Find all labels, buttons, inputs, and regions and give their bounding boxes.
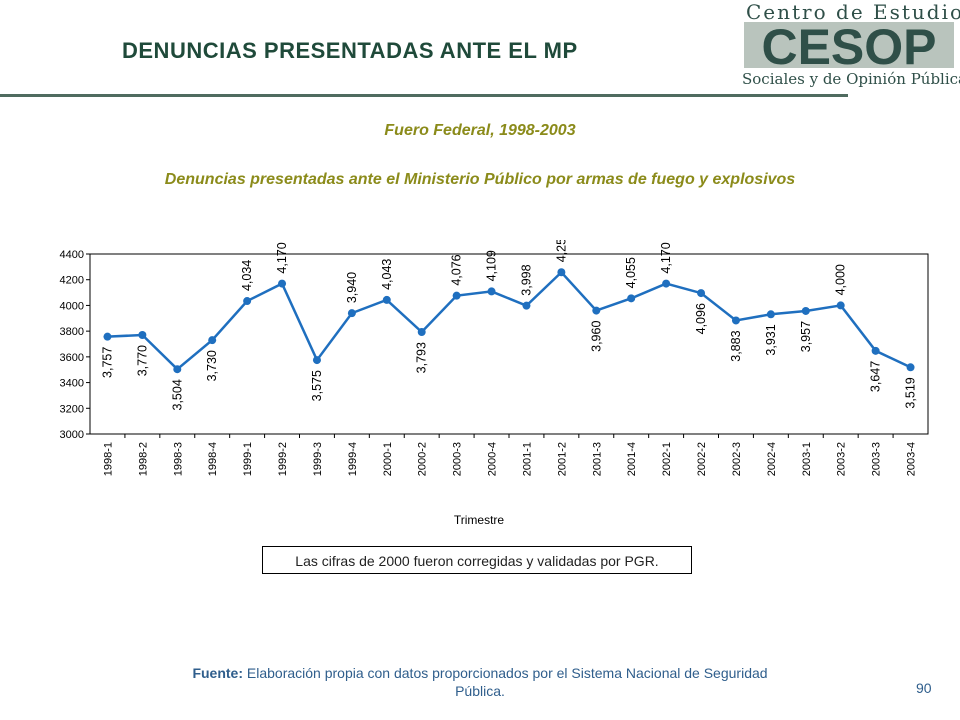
data-point — [731, 316, 740, 325]
data-point — [243, 297, 252, 306]
x-tick-label: 2002-1 — [661, 442, 673, 476]
x-tick-label: 2003-3 — [871, 442, 883, 476]
y-tick-label: 3000 — [60, 429, 84, 441]
x-tick-label: 2000-1 — [382, 442, 394, 476]
logo-text-top: Centro de Estudios — [746, 0, 960, 24]
data-point — [557, 268, 566, 277]
data-point — [836, 301, 845, 310]
data-point — [697, 289, 706, 298]
data-point — [103, 332, 112, 341]
source-label: Fuente: — [192, 665, 243, 681]
data-label: 3,504 — [170, 379, 184, 410]
source-text: Elaboración propia con datos proporciona… — [243, 665, 768, 699]
data-point — [871, 346, 880, 355]
page-title: DENUNCIAS PRESENTADAS ANTE EL MP — [122, 38, 578, 63]
y-tick-label: 3400 — [60, 378, 84, 390]
x-tick-label: 1999-1 — [242, 442, 254, 476]
data-point — [627, 294, 636, 303]
page-number: 90 — [916, 680, 932, 696]
x-tick-label: 2003-2 — [836, 442, 848, 476]
data-label: 4,055 — [624, 257, 638, 288]
x-tick-label: 2003-4 — [906, 442, 918, 476]
data-label: 4,109 — [485, 250, 499, 281]
note-box: Las cifras de 2000 fueron corregidas y v… — [262, 546, 692, 574]
data-label: 3,883 — [729, 330, 743, 361]
x-tick-label: 2001-4 — [626, 442, 638, 476]
data-label: 3,647 — [869, 361, 883, 392]
x-tick-label: 2001-3 — [591, 442, 603, 476]
series-line — [107, 270, 912, 371]
data-point — [452, 291, 461, 300]
data-label: 3,770 — [135, 345, 149, 376]
x-tick-label: 2001-1 — [521, 442, 533, 476]
cesop-logo: Centro de Estudios CESOP Sociales y de O… — [738, 0, 960, 96]
data-label: 3,793 — [415, 342, 429, 373]
data-point — [312, 356, 321, 365]
data-point — [417, 328, 426, 337]
data-label: 3,931 — [764, 324, 778, 355]
data-point — [801, 306, 810, 315]
source-note: Fuente: Elaboración propia con datos pro… — [170, 664, 790, 700]
x-tick-label: 2000-4 — [487, 442, 499, 476]
logo-text-bottom: Sociales y de Opinión Pública — [742, 70, 960, 88]
x-tick-label: 1999-4 — [347, 442, 359, 476]
title-rule — [0, 94, 848, 97]
x-tick-label: 2000-2 — [417, 442, 429, 476]
data-label: 3,730 — [205, 350, 219, 381]
x-tick-label: 2001-2 — [556, 442, 568, 476]
data-point — [487, 287, 496, 296]
data-point — [592, 306, 601, 315]
data-point — [138, 331, 147, 339]
data-point — [278, 279, 287, 288]
data-point — [662, 279, 671, 288]
line-chart: 3000 3200 3400 3600 3800 4000 4200 4400 1998-1 19… — [60, 240, 929, 527]
x-tick-label: 2000-3 — [452, 442, 464, 476]
x-tick-label: 2002-3 — [731, 442, 743, 476]
y-tick-label: 4200 — [60, 275, 84, 287]
chart-subtitle-period: Fuero Federal, 1998-2003 — [384, 122, 576, 139]
data-label: 3,998 — [519, 264, 533, 295]
data-point — [766, 310, 775, 319]
data-label: 4,034 — [240, 260, 254, 291]
y-tick-label: 3800 — [60, 326, 84, 338]
data-label: 4,000 — [834, 264, 848, 295]
x-tick-label: 1998-1 — [102, 442, 114, 476]
y-tick-label: 4000 — [60, 300, 84, 312]
x-tick-label: 1998-3 — [172, 442, 184, 476]
logo-mark-text: CESOP — [761, 20, 936, 72]
x-axis-label: Trimestre — [454, 513, 505, 527]
data-label: 4,170 — [659, 242, 673, 273]
data-label: 4,170 — [275, 242, 289, 273]
x-tick-label: 1998-4 — [207, 442, 219, 476]
y-tick-label: 4400 — [60, 249, 84, 261]
x-tick-label: 2002-2 — [696, 442, 708, 476]
data-label: 4,043 — [380, 259, 394, 290]
data-point — [208, 336, 217, 345]
data-label: 3,960 — [589, 321, 603, 352]
data-point — [173, 365, 182, 374]
y-tick-label: 3600 — [60, 352, 84, 364]
data-point — [522, 301, 531, 310]
logo-mark: CESOP — [744, 20, 954, 72]
data-label: 3,575 — [310, 370, 324, 401]
x-tick-label: 1999-3 — [312, 442, 324, 476]
x-tick-label: 2003-1 — [801, 442, 813, 476]
data-point — [382, 295, 391, 304]
data-point — [906, 363, 915, 372]
chart-subtitle-description: Denuncias presentadas ante el Ministerio… — [164, 171, 796, 188]
data-label: 4,076 — [450, 254, 464, 285]
data-point — [347, 309, 356, 318]
x-tick-label: 2002-4 — [766, 442, 778, 476]
data-label: 4,096 — [694, 303, 708, 334]
data-label: 4,258 — [554, 240, 568, 262]
data-label: 3,957 — [799, 321, 813, 352]
x-tick-label: 1999-2 — [277, 442, 289, 476]
y-tick-label: 3200 — [60, 403, 84, 415]
data-label: 3,519 — [904, 377, 918, 408]
data-label: 3,940 — [345, 272, 359, 303]
x-tick-label: 1998-2 — [137, 442, 149, 476]
data-label: 3,757 — [100, 347, 114, 378]
